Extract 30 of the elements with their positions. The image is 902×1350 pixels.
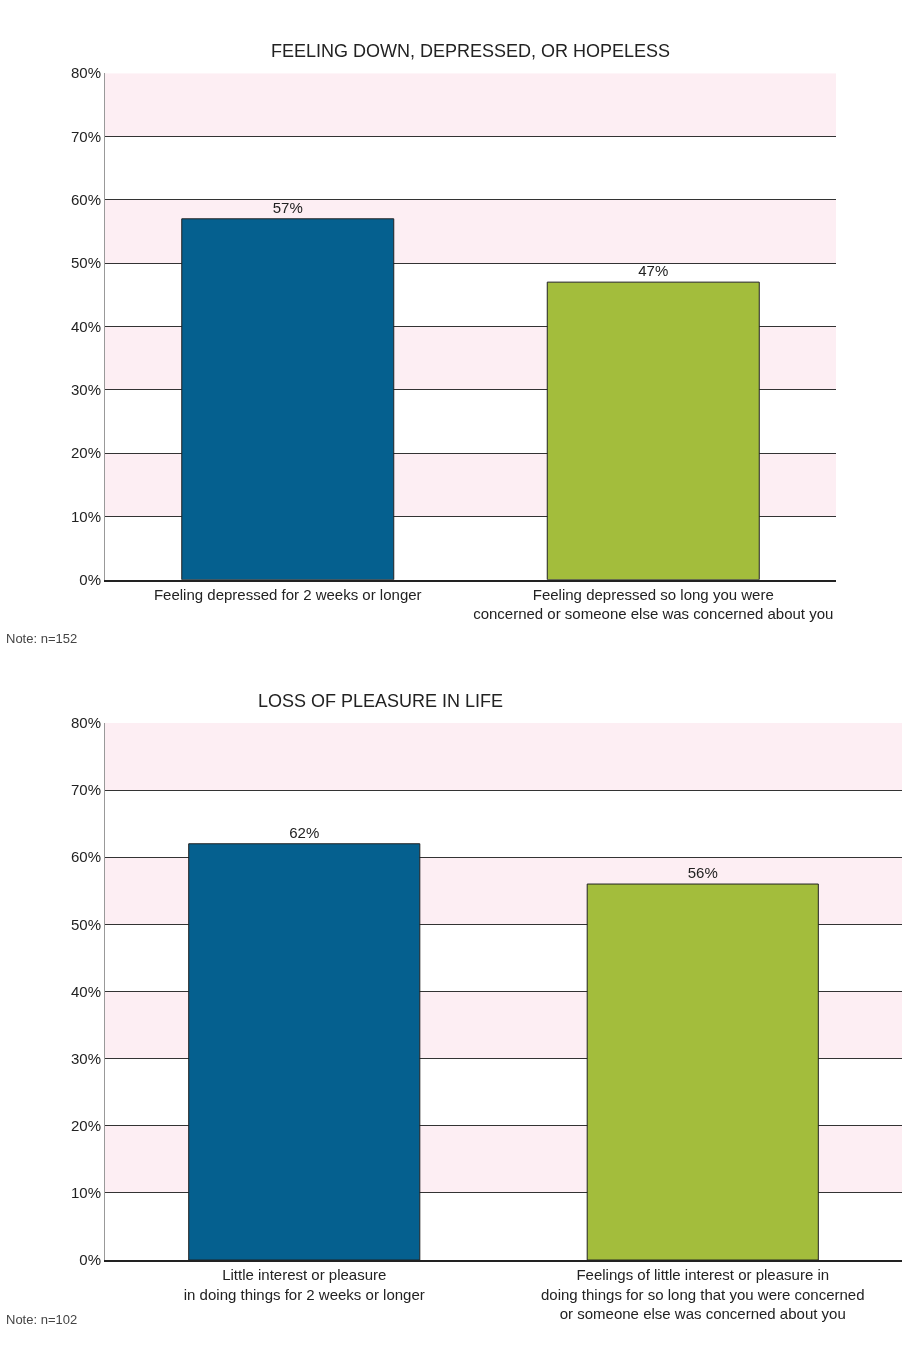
data-label: 57% bbox=[272, 198, 303, 216]
data-label: 56% bbox=[687, 864, 718, 882]
y-tick-label: 60% bbox=[70, 848, 101, 866]
y-tick-label: 50% bbox=[70, 254, 101, 272]
x-tick-label: Feelings of little interest or pleasure in doing things for so long that you were concerned or someone else was concerned about you bbox=[540, 1266, 865, 1323]
chart-title: LOSS OF PLEASURE IN LIFE bbox=[258, 691, 504, 711]
y-tick-label: 60% bbox=[70, 191, 101, 209]
y-tick-label: 40% bbox=[70, 982, 101, 1000]
y-tick-label: 20% bbox=[70, 1117, 101, 1135]
y-tick-label: 70% bbox=[70, 781, 101, 799]
text: Note: n=102 bbox=[6, 1312, 78, 1327]
y-tick-label: 20% bbox=[70, 444, 101, 462]
x-tick-label: Feeling depressed for 2 weeks or longer bbox=[153, 585, 422, 603]
x-tick-label: Little interest or pleasure in doing things for 2 weeks or longer bbox=[183, 1266, 425, 1303]
y-tick-label: 50% bbox=[70, 915, 101, 933]
y-tick-label: 30% bbox=[70, 381, 101, 399]
text: Note: n=152 bbox=[6, 631, 78, 646]
y-tick-label: 40% bbox=[70, 317, 101, 335]
x-tick-label: Feeling depressed so long you were concerned or someone else was concerned about you bbox=[473, 585, 834, 623]
y-tick-label: 80% bbox=[70, 714, 101, 732]
chart-title: FEELING DOWN, DEPRESSED, OR HOPELESS bbox=[271, 41, 671, 61]
data-label: 47% bbox=[638, 262, 669, 280]
data-label: 62% bbox=[289, 823, 320, 841]
y-tick-label: 70% bbox=[70, 127, 101, 145]
y-tick-label: 80% bbox=[70, 64, 101, 82]
y-tick-label: 0% bbox=[79, 1251, 101, 1269]
y-tick-label: 0% bbox=[79, 570, 101, 588]
y-tick-label: 10% bbox=[70, 507, 101, 525]
y-tick-label: 10% bbox=[70, 1184, 101, 1202]
y-tick-label: 30% bbox=[70, 1049, 101, 1067]
